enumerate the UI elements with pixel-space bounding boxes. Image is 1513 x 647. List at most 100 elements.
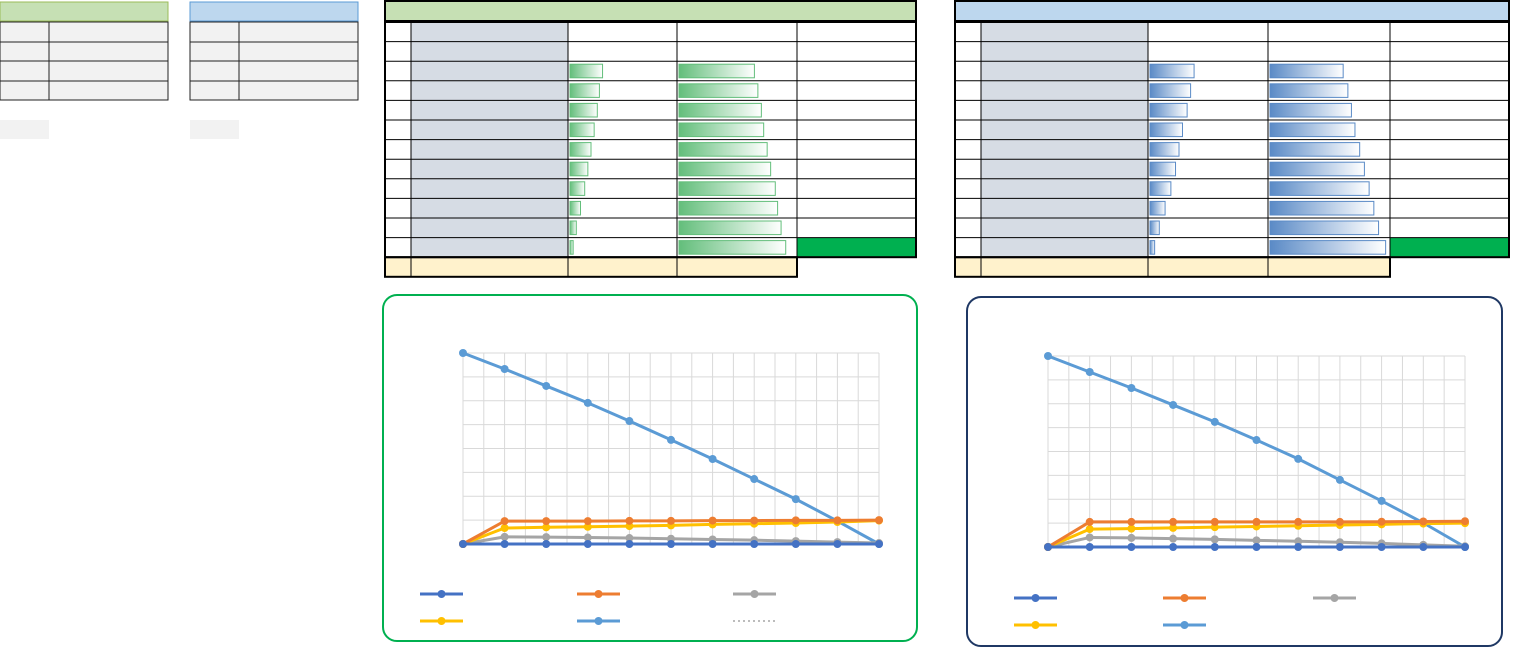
data-bar bbox=[569, 200, 581, 216]
legend-marker bbox=[1031, 594, 1040, 602]
data-point bbox=[1169, 517, 1178, 526]
data-point bbox=[583, 522, 592, 531]
data-point bbox=[708, 455, 717, 464]
data-point bbox=[1377, 496, 1386, 505]
data-point bbox=[833, 516, 842, 525]
data-point bbox=[625, 540, 634, 548]
legend-marker bbox=[594, 590, 603, 598]
chart-frame bbox=[966, 296, 1503, 647]
data-point bbox=[1335, 543, 1344, 551]
table-border bbox=[384, 21, 917, 259]
row-lines bbox=[0, 41, 168, 82]
data-bar bbox=[1269, 83, 1349, 98]
small-table-blue bbox=[189, 1, 359, 139]
data-point bbox=[459, 349, 467, 357]
data-point bbox=[1252, 543, 1261, 551]
data-bar bbox=[678, 122, 765, 138]
data-point bbox=[875, 540, 883, 548]
data-bar bbox=[1149, 102, 1188, 118]
data-point bbox=[459, 540, 467, 548]
legend-marker bbox=[1180, 621, 1189, 629]
data-point bbox=[667, 540, 675, 548]
data-point bbox=[1252, 517, 1261, 526]
data-bar bbox=[1269, 63, 1344, 79]
table-header bbox=[384, 0, 917, 22]
data-point bbox=[1085, 367, 1094, 376]
data-point bbox=[1085, 543, 1094, 551]
data-bar bbox=[569, 220, 577, 236]
data-point bbox=[708, 516, 717, 525]
data-point bbox=[1044, 543, 1052, 551]
data-bar bbox=[1269, 200, 1375, 216]
data-bar bbox=[1269, 102, 1352, 118]
legend-marker bbox=[1330, 594, 1339, 602]
data-bar bbox=[678, 63, 755, 79]
data-bar bbox=[678, 200, 779, 216]
data-point bbox=[500, 364, 509, 373]
data-point bbox=[1294, 543, 1303, 551]
data-point bbox=[791, 516, 800, 525]
data-bar bbox=[569, 122, 595, 138]
data-bar bbox=[569, 161, 589, 177]
data-point bbox=[1294, 537, 1303, 546]
total-row bbox=[384, 256, 798, 278]
data-point bbox=[1127, 533, 1136, 542]
data-bar bbox=[1149, 220, 1160, 236]
data-point bbox=[625, 417, 634, 426]
data-bar bbox=[678, 102, 762, 118]
data-point bbox=[1169, 534, 1178, 543]
small-table-green bbox=[0, 1, 169, 139]
data-point bbox=[1377, 543, 1386, 551]
highlight-cell bbox=[1390, 237, 1509, 258]
cell bbox=[190, 120, 239, 139]
data-point bbox=[500, 517, 509, 526]
data-bar bbox=[1269, 142, 1361, 157]
data-point bbox=[791, 540, 800, 548]
data-point bbox=[1294, 454, 1303, 463]
data-point bbox=[1085, 517, 1094, 526]
data-point bbox=[542, 381, 551, 390]
data-point bbox=[1169, 400, 1178, 409]
data-bar bbox=[678, 142, 768, 157]
data-point bbox=[1210, 543, 1219, 551]
data-point bbox=[1085, 525, 1094, 534]
data-point bbox=[1085, 533, 1094, 542]
data-bar bbox=[569, 83, 600, 98]
data-point bbox=[1335, 475, 1344, 484]
legend-marker bbox=[437, 590, 446, 598]
data-bar bbox=[1149, 63, 1195, 79]
legend-marker bbox=[1031, 621, 1040, 629]
data-point bbox=[1210, 517, 1219, 526]
data-point bbox=[1127, 524, 1136, 533]
data-point bbox=[625, 534, 634, 543]
data-point bbox=[500, 540, 509, 548]
table-header bbox=[954, 0, 1510, 22]
data-bar bbox=[1269, 161, 1365, 177]
data-bar bbox=[569, 63, 604, 79]
data-point bbox=[833, 540, 842, 548]
table bbox=[954, 0, 1510, 278]
data-bar bbox=[1269, 220, 1380, 236]
legend-marker bbox=[594, 617, 603, 625]
data-bar bbox=[569, 142, 592, 157]
data-bar bbox=[1149, 161, 1177, 177]
header bbox=[189, 1, 359, 22]
data-point bbox=[1127, 383, 1136, 392]
data-bar bbox=[1269, 240, 1387, 255]
data-bar bbox=[678, 161, 772, 177]
data-point bbox=[1419, 517, 1428, 526]
data-point bbox=[583, 517, 592, 526]
total-row bbox=[954, 256, 1391, 278]
data-point bbox=[791, 495, 800, 504]
data-point bbox=[1294, 517, 1303, 526]
data-point bbox=[583, 540, 592, 548]
legend-marker bbox=[750, 590, 759, 598]
legend-marker bbox=[437, 617, 446, 625]
data-point bbox=[1127, 517, 1136, 526]
data-point bbox=[1169, 523, 1178, 532]
data-point bbox=[1210, 417, 1219, 426]
data-bar bbox=[678, 220, 782, 236]
data-point bbox=[500, 524, 509, 533]
data-bar bbox=[569, 240, 574, 255]
